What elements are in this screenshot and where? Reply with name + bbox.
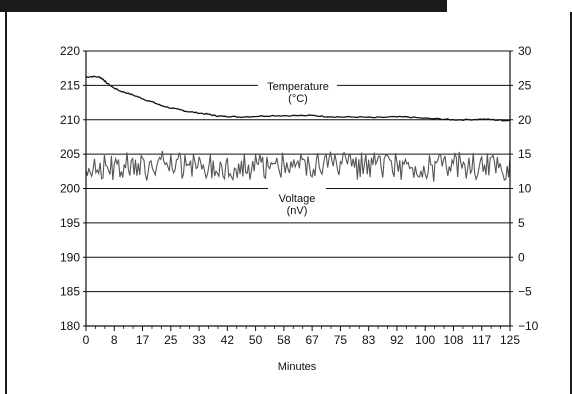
y-right-tick-label: −10 — [518, 319, 539, 333]
axis-layer — [83, 50, 513, 331]
temperature-unit-label: (°C) — [288, 93, 308, 105]
x-axis-title: Minutes — [278, 361, 317, 373]
y-left-tick-label: 215 — [60, 78, 80, 92]
temperature-label: Temperature — [267, 81, 329, 93]
voltage-series-line — [85, 150, 511, 182]
y-left-tick-label: 195 — [60, 216, 80, 230]
y-left-tick-label: 180 — [60, 319, 80, 333]
series-layer — [85, 75, 511, 182]
figure-frame — [5, 12, 572, 394]
y-right-tick-label: 10 — [518, 182, 532, 196]
y-right-tick-label: 15 — [518, 147, 532, 161]
x-tick-label: 100 — [415, 333, 435, 347]
x-tick-label: 0 — [83, 333, 90, 347]
grid-layer — [86, 50, 510, 327]
x-tick-label: 33 — [192, 333, 206, 347]
y-right-tick-label: 5 — [518, 216, 525, 230]
temperature-series-line — [85, 75, 511, 122]
x-tick-label: 67 — [305, 333, 319, 347]
y-right-tick-label: 0 — [518, 250, 525, 264]
y-right-tick-label: 30 — [518, 44, 532, 58]
x-tick-label: 125 — [500, 333, 520, 347]
y-left-tick-label: 190 — [60, 250, 80, 264]
x-tick-label: 108 — [443, 333, 463, 347]
x-tick-label: 58 — [277, 333, 291, 347]
y-right-tick-label: 25 — [518, 78, 532, 92]
x-tick-label: 8 — [111, 333, 118, 347]
x-tick-label: 25 — [164, 333, 178, 347]
x-tick-label: 75 — [334, 333, 348, 347]
y-left-tick-label: 200 — [60, 182, 80, 196]
y-left-tick-label: 185 — [60, 285, 80, 299]
label-layer: 220215210205200195190185180302520151050−… — [60, 44, 539, 347]
x-tick-label: 17 — [136, 333, 150, 347]
y-right-tick-label: −5 — [518, 285, 532, 299]
x-tick-label: 92 — [390, 333, 404, 347]
y-left-tick-label: 220 — [60, 44, 80, 58]
y-left-tick-label: 205 — [60, 147, 80, 161]
voltage-label: Voltage — [279, 193, 316, 205]
top-bar-gap — [447, 0, 572, 12]
top-dark-bar — [0, 0, 447, 12]
x-tick-label: 83 — [362, 333, 376, 347]
x-tick-label: 50 — [249, 333, 263, 347]
x-tick-label: 117 — [472, 333, 491, 347]
y-right-tick-label: 20 — [518, 113, 532, 127]
y-left-tick-label: 210 — [60, 113, 80, 127]
voltage-unit-label: (nV) — [287, 205, 308, 217]
x-tick-label: 42 — [221, 333, 235, 347]
